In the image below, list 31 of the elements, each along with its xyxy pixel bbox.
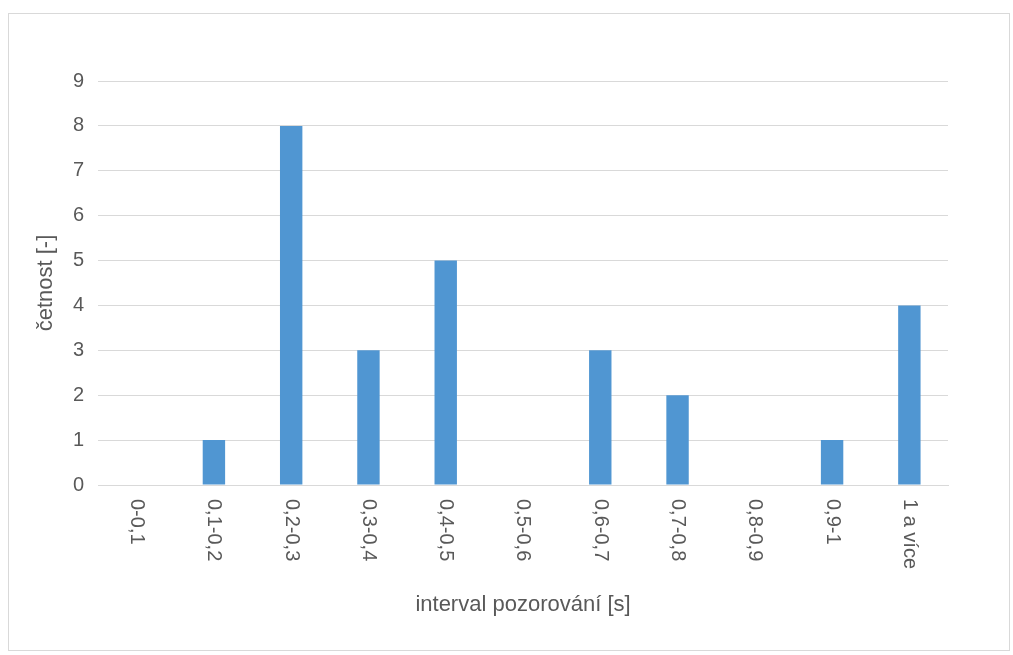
x-tick-label: 0,8-0,9 <box>745 499 768 562</box>
bar <box>589 350 612 485</box>
x-tick-label: 1 a více <box>899 499 922 570</box>
bar <box>202 440 226 485</box>
x-tick-label: 0-0,1 <box>127 499 150 545</box>
x-tick-label: 0,7-0,8 <box>668 499 691 562</box>
y-tick-label: 4 <box>72 292 84 315</box>
x-tick-label: 0,2-0,3 <box>281 499 304 562</box>
y-tick-label: 7 <box>72 158 84 181</box>
y-tick-label: 0 <box>72 472 84 495</box>
x-tick-label: 0,6-0,7 <box>590 499 613 562</box>
bar <box>898 305 921 485</box>
x-tick-label: 0,5-0,6 <box>513 499 536 562</box>
bar <box>666 395 689 485</box>
bar <box>434 260 457 485</box>
y-tick-label: 5 <box>72 248 84 271</box>
bar <box>279 125 303 485</box>
x-axis-title: interval pozorování [s] <box>415 590 631 616</box>
y-tick-label: 3 <box>72 337 84 360</box>
bar <box>820 440 844 485</box>
y-tick-label: 1 <box>72 427 84 450</box>
x-tick-label: 0,1-0,2 <box>204 499 227 562</box>
bar <box>357 350 380 485</box>
x-tick-label: 0,3-0,4 <box>358 499 381 562</box>
y-tick-label: 8 <box>72 113 84 136</box>
y-tick-label: 2 <box>72 382 84 405</box>
x-tick-label: 0,4-0,5 <box>436 499 459 562</box>
y-tick-label: 9 <box>72 68 84 91</box>
x-tick-label: 0,9-1 <box>822 499 845 545</box>
y-axis-title: četnost [-] <box>32 234 58 332</box>
y-tick-label: 6 <box>72 203 84 226</box>
